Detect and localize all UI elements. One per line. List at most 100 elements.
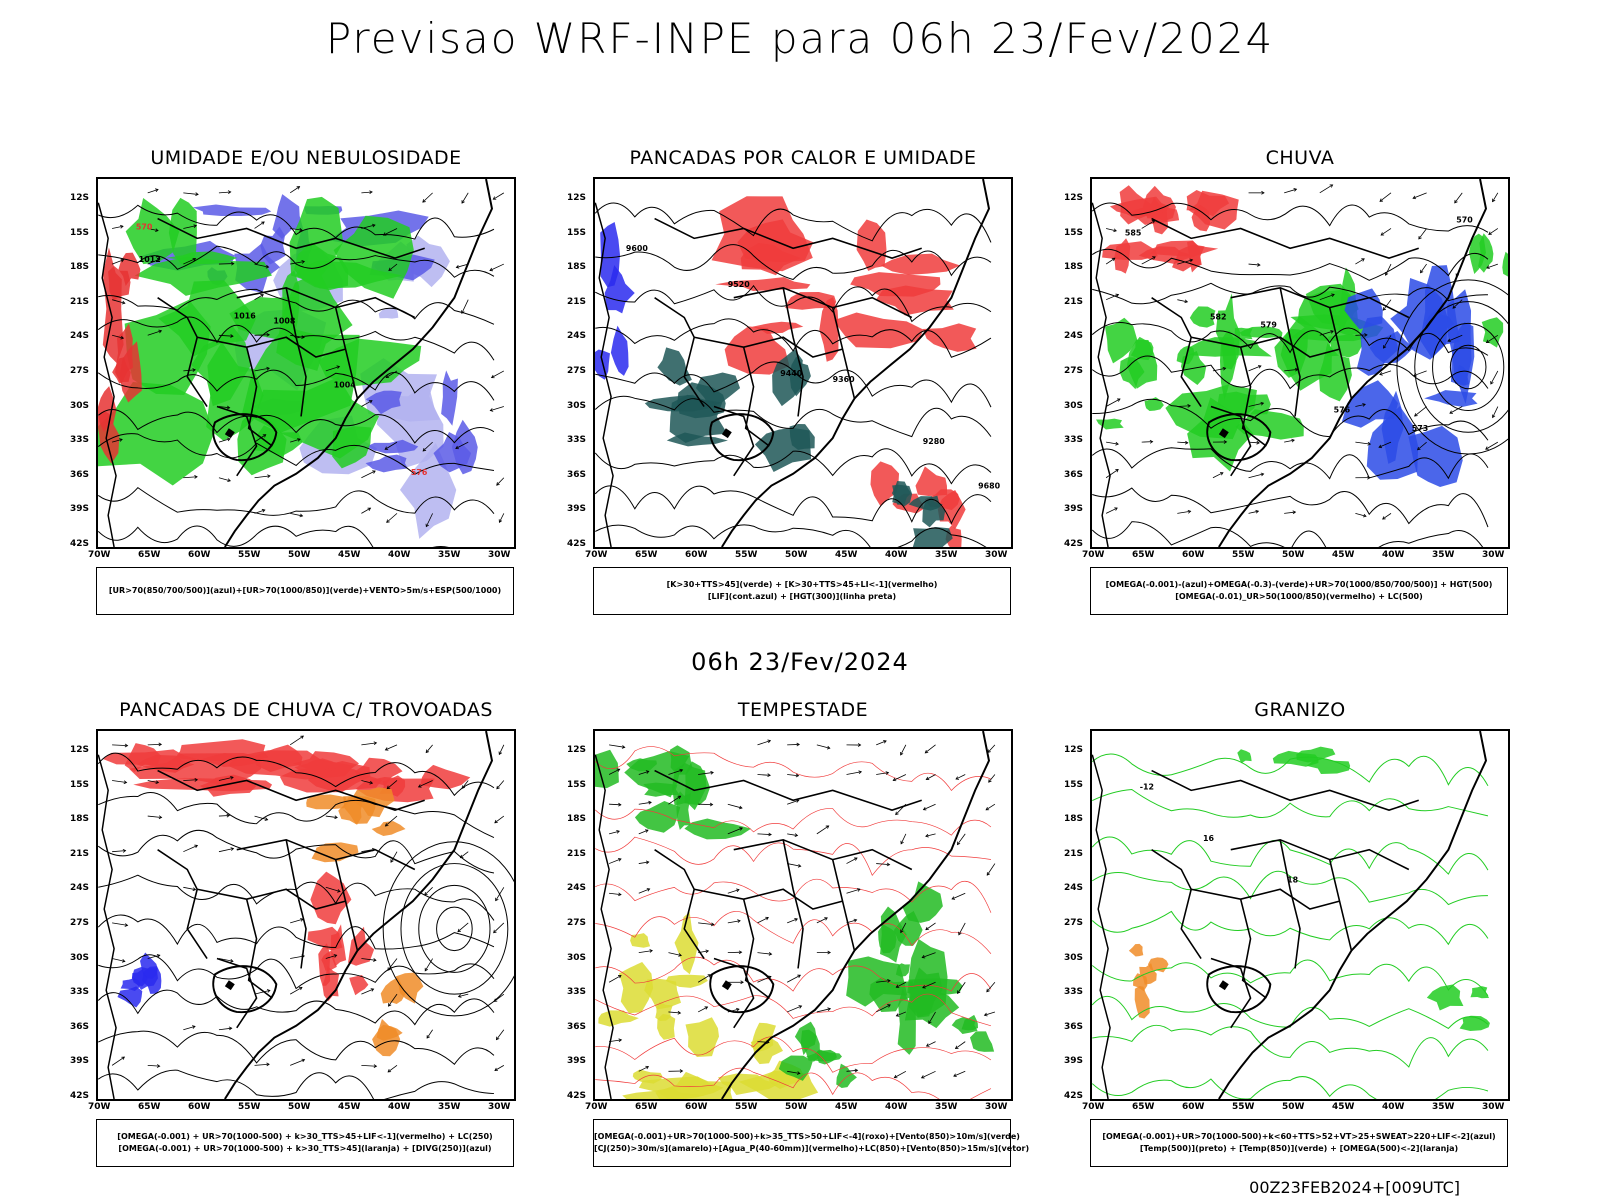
- longitude-label: 50W: [1282, 550, 1305, 560]
- west-coastline: [595, 202, 614, 547]
- field-area: [1165, 384, 1257, 440]
- field-area: [117, 986, 143, 1008]
- state-border: [1151, 849, 1202, 959]
- contour-label: 576: [411, 468, 428, 477]
- latitude-label: 27S: [1064, 366, 1084, 376]
- isoline: [1092, 753, 1489, 787]
- field-area: [1139, 963, 1157, 985]
- contour-label: 1012: [139, 255, 161, 264]
- longitude-label: 40W: [388, 1102, 411, 1112]
- latitude-label: 36S: [1064, 469, 1084, 480]
- field-area: [595, 749, 619, 789]
- latitude-label: 27S: [567, 918, 587, 928]
- field-area: [1237, 749, 1252, 764]
- longitude-label: 70W: [1082, 550, 1105, 560]
- field-area: [685, 1017, 720, 1057]
- longitude-label: 30W: [488, 550, 511, 560]
- state-border: [1151, 217, 1419, 259]
- field-area: [644, 978, 682, 1010]
- field-area: [610, 325, 629, 376]
- longitude-label: 40W: [885, 1102, 908, 1112]
- panel-legend: [OMEGA(-0.001)+UR>70(1000-500)+k<60+TTS>…: [1090, 1119, 1508, 1167]
- latitude-label: 15S: [567, 227, 587, 238]
- latitude-label: 30S: [1064, 952, 1084, 963]
- field-area: [365, 390, 402, 415]
- field-area: [378, 307, 399, 319]
- legend-line: [OMEGA(-0.01)_UR>50(1000/850)(vermelho) …: [1175, 592, 1423, 601]
- longitude-label: 55W: [238, 550, 261, 560]
- field-area: [604, 265, 635, 314]
- latitude-label: 21S: [567, 296, 587, 307]
- state-border: [694, 888, 843, 910]
- longitude-label: 60W: [188, 1102, 211, 1112]
- state-border: [1239, 898, 1267, 999]
- contour-label: 9360: [833, 375, 856, 384]
- latitude-label: 42S: [567, 539, 587, 549]
- field-area: [856, 219, 887, 271]
- longitude-label: 40W: [885, 550, 908, 560]
- closed-contour: [1449, 344, 1487, 390]
- field-area: [676, 791, 691, 830]
- longitude-label: 30W: [488, 1102, 511, 1112]
- lake-patos: [1218, 980, 1229, 991]
- longitude-label: 60W: [685, 1102, 708, 1112]
- state-border: [733, 838, 913, 871]
- state-border: [334, 307, 359, 399]
- isoline: [595, 808, 992, 836]
- contour-label: -12: [1140, 782, 1154, 791]
- isoline: [98, 989, 495, 1026]
- latitude-label: 21S: [1064, 296, 1084, 307]
- latitude-label: 33S: [70, 435, 90, 446]
- panel-legend: [K>30+TTS>45](verde) + [K>30+TTS>45+LI<-…: [593, 567, 1011, 615]
- lake-patos: [721, 980, 732, 991]
- state-border: [654, 769, 922, 811]
- contour-label: 9440: [780, 369, 803, 378]
- field-area: [892, 484, 913, 507]
- isoline: [595, 361, 992, 408]
- latitude-label: 33S: [1064, 987, 1084, 998]
- coastline: [224, 179, 494, 547]
- field-area: [333, 215, 414, 299]
- isoline: [98, 792, 495, 838]
- isoline: [1092, 836, 1489, 875]
- field-area: [1306, 757, 1351, 775]
- coastline: [1218, 731, 1488, 1099]
- contour-label: 1004: [334, 381, 357, 390]
- legend-line: [LIF](cont.azul) + [HGT(300)](linha pret…: [707, 592, 897, 601]
- latitude-label: 24S: [567, 331, 587, 342]
- field-area: [1318, 343, 1352, 402]
- isoline: [98, 525, 449, 547]
- field-area: [638, 1076, 724, 1099]
- state-border: [285, 287, 307, 417]
- isoline: [595, 956, 992, 992]
- isoline: [98, 829, 495, 874]
- isoline: [98, 874, 495, 921]
- longitude-label: 65W: [635, 1102, 658, 1112]
- coastline: [1218, 179, 1488, 547]
- field-area: [908, 967, 943, 1018]
- latitude-label: 30S: [70, 400, 90, 411]
- field-area: [131, 967, 159, 990]
- panel-legend: [OMEGA(-0.001)+UR>70(1000-500)+k>35_TTS>…: [593, 1119, 1029, 1167]
- field-area: [598, 1010, 639, 1027]
- forecast-map: 9600 9520 9440 9360 9280 9680: [593, 177, 1013, 549]
- latitude-label: 12S: [567, 745, 587, 755]
- field-area: [724, 326, 790, 375]
- latitude-label: 39S: [567, 1056, 587, 1067]
- field-area: [294, 758, 339, 778]
- field-area: [1381, 390, 1404, 464]
- coastline: [224, 731, 494, 1099]
- contour-label: 579: [1260, 320, 1277, 329]
- latitude-label: 33S: [70, 987, 90, 998]
- field-area: [1189, 306, 1216, 328]
- longitude-label: 70W: [88, 1102, 111, 1112]
- field-area: [371, 821, 406, 836]
- latitude-label: 18S: [1064, 262, 1084, 273]
- latitude-label: 12S: [70, 745, 90, 755]
- state-border: [713, 957, 755, 1029]
- longitude-label: 45W: [1332, 550, 1355, 560]
- forecast-map: 585 582 579 576 573 570: [1090, 177, 1510, 549]
- panel-legend: [UR>70(850/700/500)](azul)+[UR>70(1000/8…: [96, 567, 514, 615]
- latitude-label: 36S: [567, 469, 587, 480]
- isoline: [98, 433, 495, 475]
